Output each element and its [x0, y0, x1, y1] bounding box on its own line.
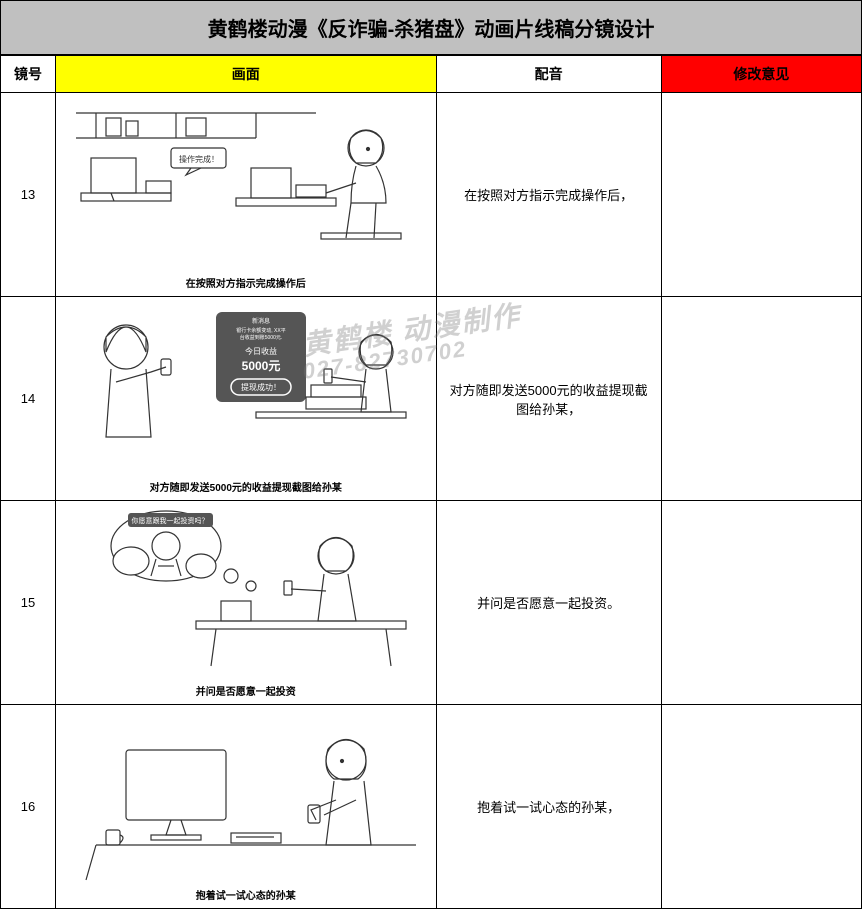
table-row: 14	[1, 297, 862, 501]
page-title: 黄鹤楼动漫《反诈骗-杀猪盘》动画片线稿分镜设计	[0, 0, 862, 55]
header-row: 镜号 画面 配音 修改意见	[1, 56, 862, 93]
table-row: 15	[1, 501, 862, 705]
storyboard-table: 镜号 画面 配音 修改意见 13	[0, 55, 862, 909]
table-row: 16	[1, 705, 862, 909]
shot-voice: 并问是否愿意一起投资。	[436, 501, 661, 705]
header-voice: 配音	[436, 56, 661, 93]
shot-revision	[661, 93, 861, 297]
sketch-15: 你愿意跟我一起投资吗？	[56, 501, 435, 681]
svg-text:你愿意跟我一起投资吗？: 你愿意跟我一起投资吗？	[132, 516, 209, 525]
svg-text:今日收益: 今日收益	[245, 346, 277, 356]
shot-voice: 抱着试一试心态的孙某，	[436, 705, 661, 909]
shot-revision	[661, 297, 861, 501]
shot-number: 14	[1, 297, 56, 501]
header-image: 画面	[56, 56, 436, 93]
svg-text:操作完成！: 操作完成！	[179, 154, 219, 164]
header-revision: 修改意见	[661, 56, 861, 93]
shot-image: 操作完成！ 在按照对方指示完成操作后	[56, 93, 436, 297]
sketch-16	[56, 705, 435, 885]
storyboard-container: 黄鹤楼动漫《反诈骗-杀猪盘》动画片线稿分镜设计 镜号 画面 配音 修改意见 13	[0, 0, 862, 909]
svg-text:提现成功！: 提现成功！	[241, 382, 281, 392]
shot-image: 抱着试一试心态的孙某	[56, 705, 436, 909]
svg-text:新消息: 新消息	[252, 317, 270, 325]
shot-number: 16	[1, 705, 56, 909]
table-row: 13	[1, 93, 862, 297]
shot-revision	[661, 705, 861, 909]
shot-image: 新消息 银行卡余额变动, XX平 台收益到账5000元. 今日收益 5000元 …	[56, 297, 436, 501]
svg-text:银行卡余额变动, XX平: 银行卡余额变动, XX平	[236, 327, 285, 334]
header-num: 镜号	[1, 56, 56, 93]
svg-text:台收益到账5000元.: 台收益到账5000元.	[240, 334, 283, 341]
svg-text:5000元: 5000元	[242, 359, 281, 373]
sketch-13: 操作完成！	[56, 93, 435, 273]
sketch-14: 新消息 银行卡余额变动, XX平 台收益到账5000元. 今日收益 5000元 …	[56, 297, 435, 477]
shot-voice: 在按照对方指示完成操作后，	[436, 93, 661, 297]
shot-number: 13	[1, 93, 56, 297]
shot-number: 15	[1, 501, 56, 705]
shot-caption: 并问是否愿意一起投资	[56, 681, 435, 704]
shot-voice: 对方随即发送5000元的收益提现截图给孙某，	[436, 297, 661, 501]
shot-revision	[661, 501, 861, 705]
shot-image: 你愿意跟我一起投资吗？ 并问是否愿意一起投资	[56, 501, 436, 705]
shot-caption: 对方随即发送5000元的收益提现截图给孙某	[56, 477, 435, 500]
shot-caption: 在按照对方指示完成操作后	[56, 273, 435, 296]
